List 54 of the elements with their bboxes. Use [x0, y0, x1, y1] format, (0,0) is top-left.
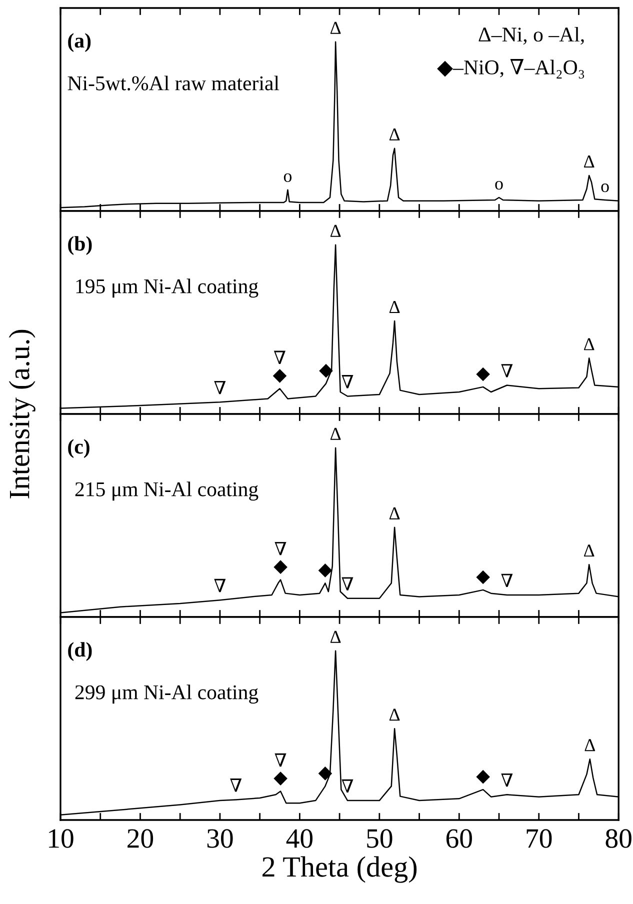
x-tick-label: 40 [286, 829, 313, 848]
annotation: ∇ [274, 753, 286, 767]
chart-title: (b) [68, 236, 92, 255]
annotation: Δ [584, 544, 594, 557]
x-tick-label: 20 [128, 829, 154, 848]
annotation: ∇ [214, 578, 226, 592]
chart-title: (a) [68, 33, 91, 52]
x-tick-label: 50 [367, 829, 392, 848]
annotation: o [601, 183, 609, 192]
text: Ni-5wt.%Al raw material [68, 76, 280, 90]
x-tick-label: 60 [446, 829, 472, 848]
annotation: Δ [389, 708, 400, 721]
x-tick-label: 10 [49, 829, 74, 848]
annotation: Δ [584, 739, 596, 752]
annotation: Δ [330, 22, 341, 34]
annotation: ◆ [274, 560, 288, 574]
annotation: ◆ [272, 369, 287, 383]
annotation: ∇ [342, 779, 354, 793]
text: 195 μm Ni-Al coating [76, 278, 258, 298]
chart-title: (c) [68, 439, 90, 458]
annotation: Δ–Ni, o –Al, [478, 26, 584, 45]
annotation: Δ [389, 507, 400, 520]
annotation: ∇ [342, 375, 354, 388]
text: 299 μm Ni-Al coating [75, 684, 258, 704]
annotation: Δ [389, 128, 400, 140]
annotation: Δ [330, 428, 341, 440]
annotation: ◆–NiO, ∇–Al₂O₃ [437, 59, 584, 79]
x-tick-label: 30 [207, 829, 233, 848]
y-axis-title: Intensity (a.u.) [8, 330, 36, 498]
annotation: Δ [330, 630, 341, 643]
annotation: ◆ [274, 772, 288, 786]
chart-title: (d) [68, 642, 92, 661]
annotation: ∇ [342, 577, 354, 590]
annotation: Δ [584, 156, 594, 168]
annotation: ∇ [501, 364, 513, 378]
annotation: o [284, 173, 292, 182]
annotation: ◆ [318, 564, 332, 578]
x-tick-label: 80 [606, 829, 632, 848]
annotation: Δ [584, 338, 594, 350]
annotation: ∇ [501, 773, 513, 787]
annotation: ∇ [274, 542, 286, 556]
x-axis-title: 2 Theta (deg) [262, 856, 417, 883]
annotation: ∇ [214, 380, 226, 394]
annotation: ∇ [501, 574, 513, 587]
annotation: ◆ [476, 367, 490, 382]
annotation: ∇ [230, 778, 242, 792]
x-tick-label: 70 [526, 829, 552, 848]
annotation: ◆ [476, 770, 490, 784]
annotation: Δ [389, 301, 400, 313]
annotation: o [495, 180, 503, 190]
annotation: Δ [330, 224, 341, 237]
text: 215 μm Ni-Al coating [75, 482, 258, 501]
annotation: ◆ [476, 570, 490, 584]
annotation: ∇ [274, 350, 286, 364]
